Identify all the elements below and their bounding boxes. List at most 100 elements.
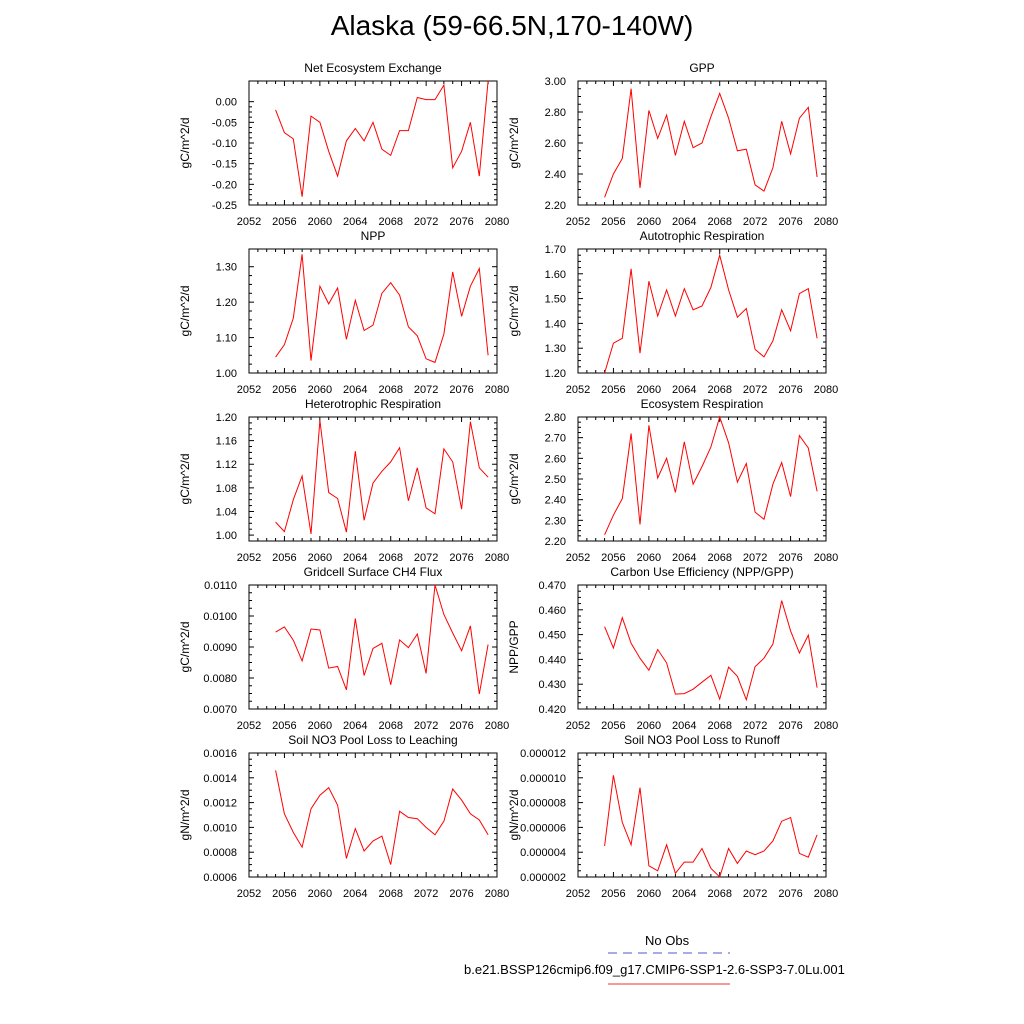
chart-4-title: Heterotrophic Respiration: [305, 397, 441, 411]
chart-3-ytick-label: 1.30: [545, 343, 566, 355]
chart-9-frame: [577, 752, 827, 878]
chart-6-ytick-label: 0.0070: [203, 704, 237, 716]
chart-3-xtick-label: 2068: [707, 384, 731, 396]
chart-2-xtick-label: 2076: [449, 384, 473, 396]
chart-5-frame: [577, 416, 827, 542]
chart-0-series-line: [275, 80, 489, 197]
chart-8-ylabel: gN/m^2/d: [178, 790, 192, 841]
chart-0-xtick-label: 2080: [485, 216, 509, 228]
chart-4-xtick-label: 2056: [272, 552, 296, 564]
chart-6-ytick-label: 0.0100: [203, 611, 237, 623]
chart-1-xtick-label: 2076: [778, 216, 802, 228]
chart-7-ytick-label: 0.470: [538, 580, 566, 592]
chart-1-xtick-label: 2056: [601, 216, 625, 228]
chart-4-xtick-label: 2068: [378, 552, 402, 564]
chart-1-xtick-label: 2060: [637, 216, 661, 228]
chart-2-frame: [248, 248, 498, 374]
chart-9-xtick-label: 2076: [778, 888, 802, 900]
chart-8-ytick-label: 0.0016: [203, 748, 237, 760]
chart-6-title: Gridcell Surface CH4 Flux: [304, 565, 443, 579]
chart-7-xtick-label: 2060: [637, 720, 661, 732]
legend-label-no-obs: No Obs: [645, 933, 690, 948]
chart-0-xtick-label: 2052: [237, 216, 261, 228]
chart-7-ytick-label: 0.450: [538, 630, 566, 642]
chart-2-ytick-label: 1.20: [216, 297, 237, 309]
chart-0-xtick-label: 2072: [414, 216, 438, 228]
legend-line-model-run: [608, 983, 730, 985]
chart-2-ytick-label: 1.00: [216, 368, 237, 380]
chart-0-xtick-label: 2068: [378, 216, 402, 228]
chart-9-xtick-label: 2064: [672, 888, 696, 900]
chart-0-ylabel: gC/m^2/d: [178, 118, 192, 169]
chart-7-ytick-label: 0.440: [538, 654, 566, 666]
chart-9-xtick-label: 2056: [601, 888, 625, 900]
chart-2-xtick-label: 2080: [485, 384, 509, 396]
chart-9-xtick-label: 2080: [814, 888, 838, 900]
chart-0-ytick-label: -0.20: [212, 179, 237, 191]
chart-4-xtick-label: 2064: [343, 552, 367, 564]
chart-7-xtick-label: 2080: [814, 720, 838, 732]
chart-9-xtick-label: 2052: [566, 888, 590, 900]
chart-9-title: Soil NO3 Pool Loss to Runoff: [624, 733, 781, 747]
chart-8-title: Soil NO3 Pool Loss to Leaching: [288, 733, 457, 747]
chart-2-xtick-label: 2052: [237, 384, 261, 396]
chart-6-xtick-label: 2080: [485, 720, 509, 732]
chart-0-xtick-label: 2076: [449, 216, 473, 228]
chart-4-xtick-label: 2060: [308, 552, 332, 564]
chart-5-xtick-label: 2068: [707, 552, 731, 564]
chart-9-ytick-label: 0.000010: [520, 773, 566, 785]
chart-3-frame: [577, 248, 827, 374]
chart-8-xtick-label: 2052: [237, 888, 261, 900]
chart-7-ytick-label: 0.430: [538, 679, 566, 691]
chart-5-xtick-label: 2072: [743, 552, 767, 564]
chart-5-ytick-label: 2.60: [545, 453, 566, 465]
chart-3-xtick-label: 2076: [778, 384, 802, 396]
chart-3-title: Autotrophic Respiration: [640, 229, 765, 243]
chart-0-frame: [248, 80, 498, 206]
chart-2-xtick-label: 2064: [343, 384, 367, 396]
chart-7-ytick-label: 0.460: [538, 605, 566, 617]
chart-5-ylabel: gC/m^2/d: [507, 454, 521, 505]
chart-2-ylabel: gC/m^2/d: [178, 286, 192, 337]
chart-4-ytick-label: 1.08: [216, 483, 237, 495]
chart-3-ytick-label: 1.40: [545, 318, 566, 330]
chart-2-xtick-label: 2068: [378, 384, 402, 396]
chart-1-ytick-label: 2.60: [545, 138, 566, 150]
chart-8-xtick-label: 2056: [272, 888, 296, 900]
chart-1-xtick-label: 2064: [672, 216, 696, 228]
chart-8-ytick-label: 0.0008: [203, 847, 237, 859]
chart-5-title: Ecosystem Respiration: [641, 397, 764, 411]
chart-0-xtick-label: 2064: [343, 216, 367, 228]
chart-7-xtick-label: 2052: [566, 720, 590, 732]
chart-5-xtick-label: 2056: [601, 552, 625, 564]
chart-3-xtick-label: 2064: [672, 384, 696, 396]
chart-6-ytick-label: 0.0110: [204, 580, 237, 592]
chart-2-xtick-label: 2056: [272, 384, 296, 396]
legend-line-no-obs: [608, 952, 730, 954]
chart-0-ytick-label: -0.10: [212, 138, 237, 150]
chart-3-ytick-label: 1.60: [545, 269, 566, 281]
chart-8-series-line: [275, 770, 489, 865]
chart-5-ytick-label: 2.70: [545, 433, 566, 445]
chart-0-ytick-label: -0.05: [212, 117, 237, 129]
chart-6-xtick-label: 2076: [449, 720, 473, 732]
chart-8-ytick-label: 0.0012: [203, 798, 237, 810]
main-title: Alaska (59-66.5N,170-140W): [330, 10, 694, 41]
chart-8-ytick-label: 0.0006: [203, 872, 237, 884]
legend-label-model-run: b.e21.BSSP126cmip6.f09_g17.CMIP6-SSP1-2.…: [464, 962, 845, 977]
chart-5-xtick-label: 2076: [778, 552, 802, 564]
chart-4-xtick-label: 2080: [485, 552, 509, 564]
chart-4-ytick-label: 1.16: [216, 436, 237, 448]
chart-8-ytick-label: 0.0010: [203, 822, 237, 834]
chart-4-ylabel: gC/m^2/d: [178, 454, 192, 505]
chart-7-xtick-label: 2056: [601, 720, 625, 732]
chart-9-ytick-label: 0.000006: [520, 822, 566, 834]
chart-4-frame: [248, 416, 498, 542]
chart-2-ytick-label: 1.10: [216, 333, 237, 345]
chart-4-xtick-label: 2052: [237, 552, 261, 564]
chart-6-xtick-label: 2072: [414, 720, 438, 732]
chart-3-ytick-label: 1.70: [545, 244, 566, 256]
chart-8-ytick-label: 0.0014: [203, 773, 237, 785]
chart-7-frame: [577, 584, 827, 710]
chart-7-xtick-label: 2076: [778, 720, 802, 732]
